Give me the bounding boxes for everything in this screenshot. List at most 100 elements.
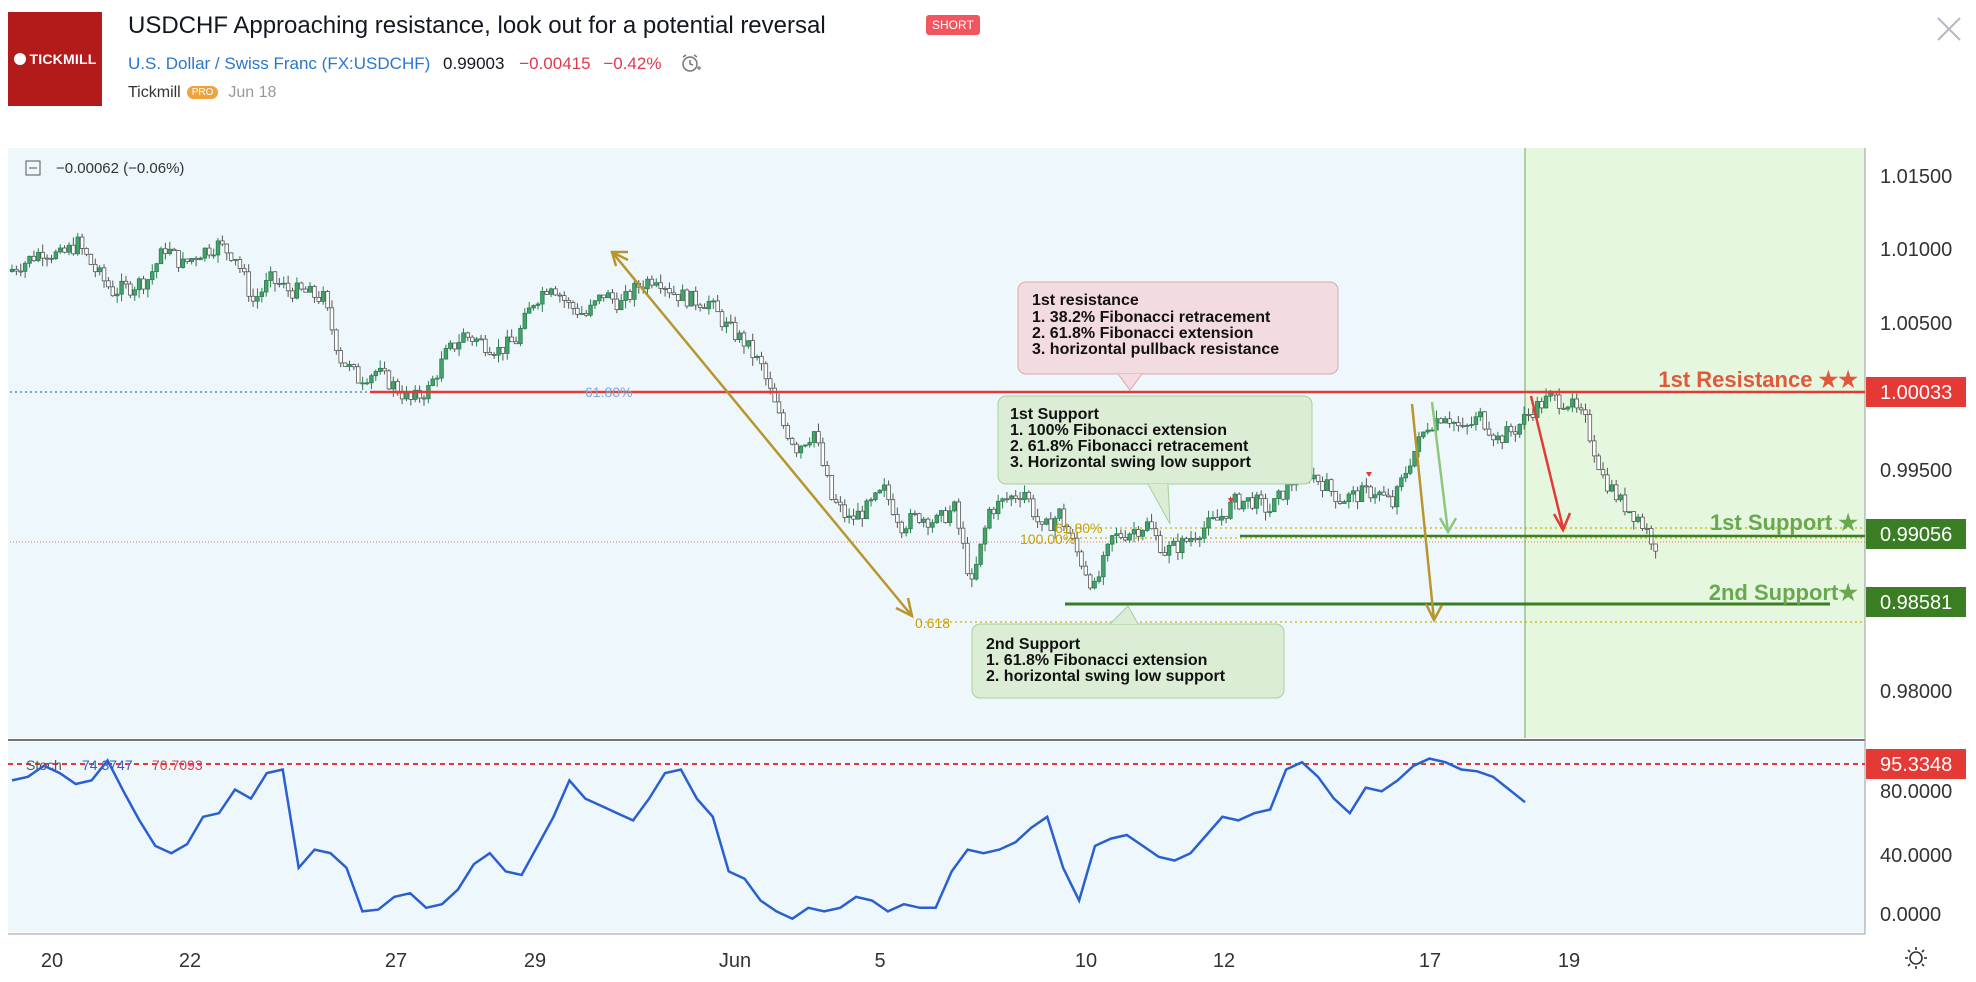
candle-body <box>557 294 563 297</box>
candle-body <box>921 518 926 523</box>
candle-body <box>1508 426 1514 433</box>
candle-body <box>649 278 655 286</box>
candle-body <box>1653 543 1658 552</box>
candle-body <box>610 292 615 300</box>
candle-body <box>526 307 532 314</box>
price-label-resistance <box>1866 377 1966 407</box>
candle-body <box>1407 465 1413 474</box>
candle-body <box>890 499 896 515</box>
price-label-text: 1.00033 <box>1880 382 1952 404</box>
gear-icon[interactable] <box>1905 947 1927 969</box>
candle-body <box>882 484 887 491</box>
candle-body <box>1578 407 1584 411</box>
candle-body <box>1521 414 1527 425</box>
callout-support-2[interactable]: 2nd Support 1. 61.8% Fibonacci extension… <box>971 605 1285 699</box>
candle-body <box>851 515 856 520</box>
candle-body <box>579 312 584 315</box>
fib-label: 61.80% <box>1055 520 1102 536</box>
candle-body <box>224 243 229 254</box>
candle-body <box>509 336 514 343</box>
candle-body <box>811 431 817 443</box>
candle-body <box>846 515 852 518</box>
candle-body <box>1022 491 1027 501</box>
candle-body <box>1429 429 1435 432</box>
candle-body <box>255 296 260 302</box>
candle-body <box>1517 423 1522 435</box>
alarm-clock-icon[interactable] <box>680 53 702 78</box>
candle-body <box>9 268 15 273</box>
callout-line: 2. 61.8% Fibonacci retracement <box>1010 438 1249 455</box>
candle-body <box>693 290 698 306</box>
candle-body <box>49 257 54 260</box>
candle-body <box>474 338 479 342</box>
candle-body <box>417 389 422 399</box>
candle-body <box>97 267 102 273</box>
candle-body <box>228 252 234 261</box>
candle-body <box>1605 474 1610 492</box>
author-link[interactable]: Tickmill <box>128 84 181 101</box>
candle-body <box>522 312 528 329</box>
candle-body <box>1556 394 1562 409</box>
symbol-code-link[interactable]: (FX:USDCHF) <box>321 54 431 73</box>
candle-body <box>1039 521 1045 525</box>
candle-body <box>430 378 435 386</box>
resistance-level-label: 1st Resistance ★★ <box>1658 367 1858 392</box>
callout-support-1[interactable]: 1st Support 1. 100% Fibonacci extension … <box>997 395 1313 525</box>
candle-body <box>934 514 940 524</box>
x-tick-label: 22 <box>179 950 201 972</box>
chart-canvas[interactable]: −0.00062 (−0.06%) 1.01500 1.01000 1.0050… <box>0 140 1976 982</box>
candle-body <box>180 258 186 268</box>
candle-body <box>452 342 457 350</box>
candle-body <box>1561 407 1566 410</box>
candle-body <box>259 291 265 297</box>
candle-body <box>1381 491 1387 496</box>
candle-body <box>614 298 620 311</box>
candle-body <box>342 362 348 367</box>
candle-body <box>829 475 834 500</box>
candle-body <box>373 371 378 377</box>
callout-resistance[interactable]: 1st resistance 1. 38.2% Fibonacci retrac… <box>1017 281 1339 391</box>
candle-body <box>917 513 922 523</box>
candle-body <box>1640 516 1645 529</box>
candle-body <box>71 244 76 255</box>
candle-body <box>1254 494 1259 509</box>
candle-body <box>930 522 935 528</box>
collapse-legend-icon[interactable] <box>25 160 41 176</box>
candle-body <box>662 288 668 290</box>
candle-body <box>1583 409 1588 416</box>
candle-body <box>781 412 786 427</box>
candle-body <box>1215 517 1220 521</box>
candle-body <box>36 251 41 262</box>
candle-body <box>1631 511 1636 522</box>
candle-body <box>991 508 996 515</box>
symbol-name-link[interactable]: U.S. Dollar / Swiss Franc <box>128 54 317 73</box>
candle-body <box>1346 493 1352 502</box>
candle-body <box>925 518 931 528</box>
candle-body <box>943 510 948 524</box>
candle-body <box>1513 431 1518 435</box>
x-tick-label: 12 <box>1213 950 1235 972</box>
candle-body <box>969 573 975 580</box>
candle-body <box>461 332 466 343</box>
x-axis: 20 22 27 29 Jun 5 10 12 17 19 <box>41 950 1580 972</box>
candle-body <box>860 510 865 520</box>
candle-body <box>886 484 891 501</box>
candle-body <box>746 340 751 347</box>
candle-body <box>895 514 900 523</box>
candle-body <box>421 397 427 400</box>
candle-body <box>978 543 983 565</box>
candle-body <box>562 295 567 301</box>
candle-body <box>250 295 256 302</box>
pro-badge: PRO <box>186 86 219 99</box>
candle-body <box>715 300 720 313</box>
price-change: −0.00415 <box>519 54 591 73</box>
candle-body <box>1359 485 1365 503</box>
stoch-pane-bg <box>8 742 1865 932</box>
candle-body <box>1044 518 1049 525</box>
candle-body <box>303 288 308 293</box>
candle-body <box>456 341 462 350</box>
candle-body <box>754 356 760 359</box>
publish-date: Jun 18 <box>228 84 277 101</box>
candle-body <box>1486 428 1492 436</box>
close-icon[interactable] <box>1934 14 1964 44</box>
